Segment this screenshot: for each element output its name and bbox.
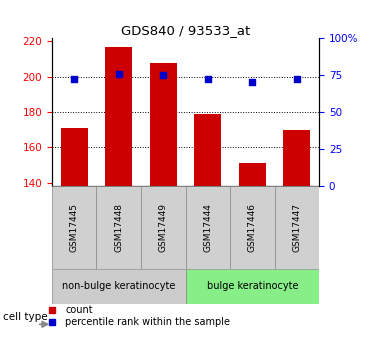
Bar (52, 186, 96, 269)
Bar (52, 269, 186, 304)
Point (294, 77, 300, 82)
Text: GSM17448: GSM17448 (114, 203, 123, 252)
Text: GSM17444: GSM17444 (203, 203, 212, 252)
Text: bulge keratinocyte: bulge keratinocyte (207, 282, 298, 291)
Text: cell type: cell type (3, 313, 47, 322)
Legend: count, percentile rank within the sample: count, percentile rank within the sample (42, 305, 230, 327)
Point (116, 71, 122, 76)
Text: GSM17445: GSM17445 (70, 203, 79, 252)
Bar (96, 186, 141, 269)
Text: non-bulge keratinocyte: non-bulge keratinocyte (62, 282, 175, 291)
Bar (283, 130, 310, 186)
Bar (186, 186, 230, 269)
Bar (186, 269, 319, 304)
Bar (105, 47, 132, 186)
Bar (150, 63, 177, 186)
Bar (230, 186, 275, 269)
Bar (141, 186, 186, 269)
Point (205, 77, 211, 82)
Point (249, 80, 255, 85)
Text: GSM17446: GSM17446 (248, 203, 257, 252)
Bar (239, 163, 266, 186)
Point (71, 77, 77, 82)
Point (160, 72, 166, 78)
Bar (61, 128, 88, 186)
Text: GSM17449: GSM17449 (159, 203, 168, 252)
Bar (194, 114, 221, 186)
Title: GDS840 / 93533_at: GDS840 / 93533_at (121, 24, 250, 37)
Bar (275, 186, 319, 269)
Text: GSM17447: GSM17447 (292, 203, 301, 252)
